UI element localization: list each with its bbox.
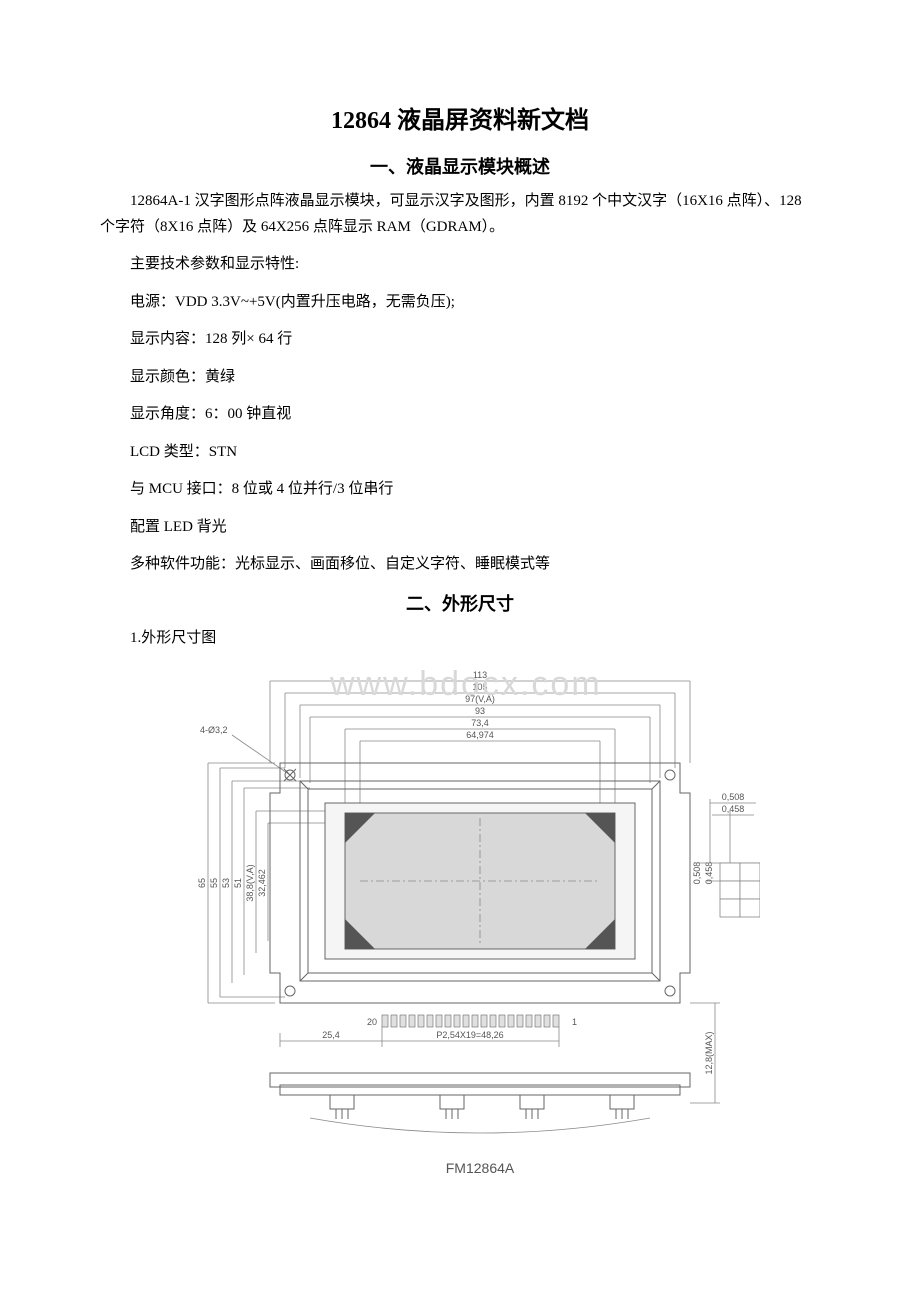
page-title: 12864 液晶屏资料新文档 (100, 100, 820, 135)
svg-text:P2,54X19=48,26: P2,54X19=48,26 (436, 1030, 503, 1040)
svg-text:0,458: 0,458 (722, 804, 745, 814)
svg-text:38,8(V,A): 38,8(V,A) (245, 864, 255, 901)
svg-text:105: 105 (472, 682, 487, 692)
display-angle-spec: 显示角度：6：00 钟直视 (100, 402, 820, 428)
mounting-hole (665, 986, 675, 996)
display-color-spec: 显示颜色：黄绿 (100, 365, 820, 391)
hole-dim: 4-Ø3,2 (200, 725, 228, 735)
side-view (270, 1073, 690, 1133)
dimension-diagram: 113 105 97(V,A) 93 73,4 64,974 (100, 663, 820, 1203)
diagram-label: FM12864A (446, 1160, 515, 1176)
svg-text:51: 51 (233, 878, 243, 888)
svg-text:73,4: 73,4 (471, 718, 489, 728)
svg-text:97(V,A): 97(V,A) (465, 694, 495, 704)
svg-text:65: 65 (197, 878, 207, 888)
pin-header: 20 1 (280, 1015, 577, 1047)
svg-text:113: 113 (473, 670, 487, 680)
top-dimensions: 113 105 97(V,A) 93 73,4 64,974 (270, 670, 690, 818)
mounting-hole (285, 986, 295, 996)
mounting-hole (665, 770, 675, 780)
pixel-detail: 0,508 0,458 0,508 0,458 (692, 792, 760, 917)
svg-text:1: 1 (572, 1017, 577, 1027)
svg-text:53: 53 (221, 878, 231, 888)
svg-text:64,974: 64,974 (466, 730, 494, 740)
lcd-type-spec: LCD 类型：STN (100, 440, 820, 466)
intro-paragraph: 12864A-1 汉字图形点阵液晶显示模块，可显示汉字及图形，内置 8192 个… (100, 189, 820, 240)
mcu-interface-spec: 与 MCU 接口：8 位或 4 位并行/3 位串行 (100, 477, 820, 503)
svg-text:20: 20 (367, 1017, 377, 1027)
svg-text:32,462: 32,462 (257, 869, 267, 897)
svg-text:0,508: 0,508 (692, 862, 702, 885)
svg-text:12,8(MAX): 12,8(MAX) (704, 1031, 714, 1074)
svg-text:55: 55 (209, 878, 219, 888)
subsection-label: 1.外形尺寸图 (100, 626, 820, 652)
params-header: 主要技术参数和显示特性: (100, 252, 820, 278)
svg-text:93: 93 (475, 706, 485, 716)
backlight-spec: 配置 LED 背光 (100, 515, 820, 541)
section1-title: 一、液晶显示模块概述 (100, 153, 820, 179)
depth-dimension: 12,8(MAX) (690, 1003, 720, 1103)
svg-text:0,508: 0,508 (722, 792, 745, 802)
section2-title: 二、外形尺寸 (100, 590, 820, 616)
svg-text:25,4: 25,4 (322, 1030, 340, 1040)
display-content-spec: 显示内容：128 列× 64 行 (100, 327, 820, 353)
power-spec: 电源：VDD 3.3V~+5V(内置升压电路，无需负压); (100, 290, 820, 316)
software-spec: 多种软件功能：光标显示、画面移位、自定义字符、睡眠模式等 (100, 552, 820, 578)
